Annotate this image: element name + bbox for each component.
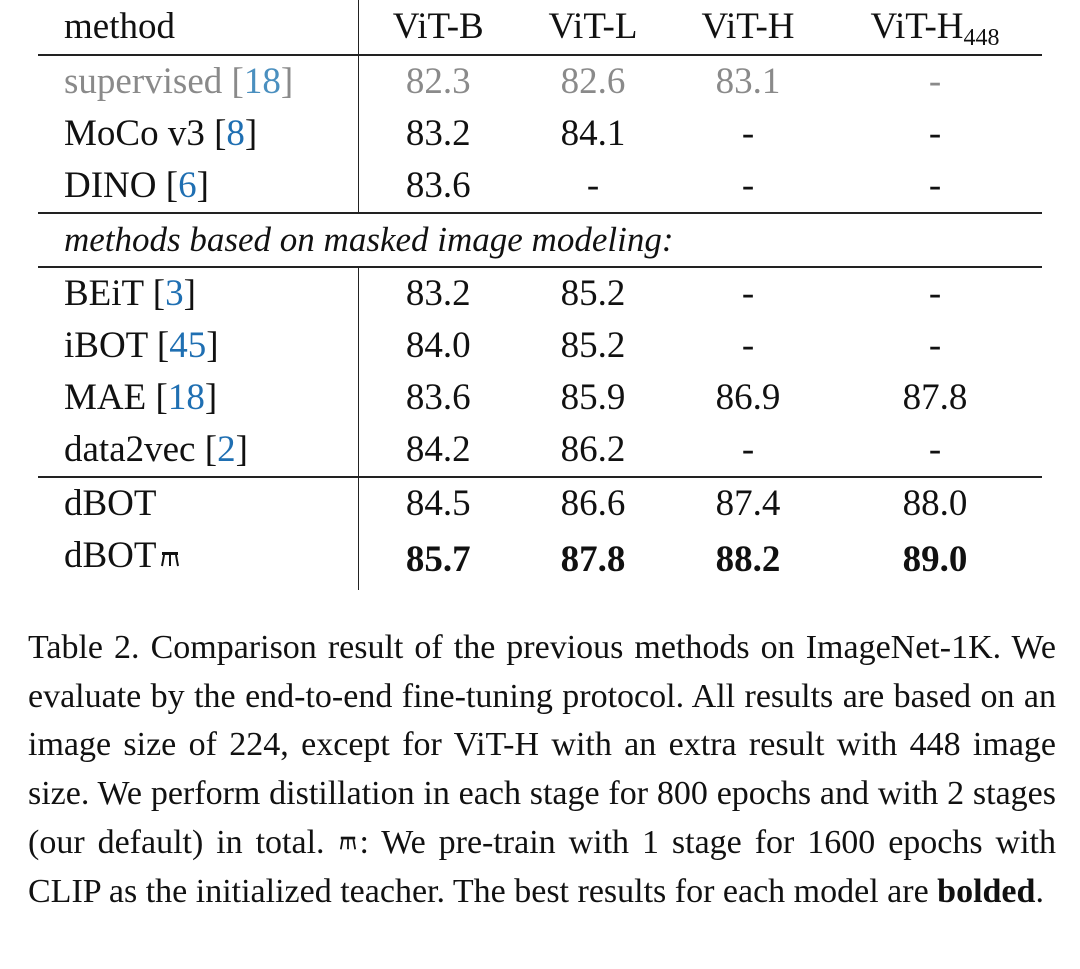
- method-name: dBOT: [38, 477, 359, 530]
- table-row: BEiT [3] 83.2 85.2 - -: [38, 267, 1042, 320]
- value-cell: 83.1: [715, 61, 781, 102]
- value-cell: -: [668, 424, 828, 478]
- citation-link[interactable]: 18: [243, 61, 281, 102]
- table-row: dBOT 85.7 87.8 88.2 89.0: [38, 530, 1042, 590]
- method-name: iBOT: [64, 325, 157, 366]
- flask-icon: [160, 532, 180, 584]
- citation-link[interactable]: 3: [165, 273, 184, 314]
- method-name: MAE: [64, 377, 156, 418]
- value-cell: 86.9: [715, 377, 781, 418]
- value-cell-best: 87.8: [560, 539, 626, 580]
- header-vit-h: ViT-H: [668, 0, 828, 56]
- table-row: DINO [6] 83.6 - - -: [38, 160, 1042, 214]
- value-cell: 84.1: [560, 113, 626, 154]
- method-name: BEiT: [64, 273, 153, 314]
- method-name: DINO: [64, 165, 166, 206]
- value-cell: 82.3: [405, 61, 471, 102]
- table-row: iBOT [45] 84.0 85.2 - -: [38, 320, 1042, 372]
- value-cell: 84.5: [405, 483, 471, 524]
- citation-link[interactable]: 45: [169, 325, 207, 366]
- value-cell: -: [928, 325, 942, 366]
- value-cell: 87.4: [715, 483, 781, 524]
- caption-bold-word: bolded: [937, 872, 1036, 910]
- caption-text-1: Table 2. Comparison result of the previo…: [28, 629, 1056, 861]
- method-name: dBOT: [64, 535, 157, 576]
- results-table-container: method ViT-B ViT-L ViT-H ViT-H448 superv…: [38, 0, 1042, 590]
- table-row: MoCo v3 [8] 83.2 84.1 - -: [38, 108, 1042, 160]
- table-header-row: method ViT-B ViT-L ViT-H ViT-H448: [38, 0, 1042, 56]
- value-cell: -: [928, 113, 942, 154]
- value-cell: -: [741, 113, 755, 154]
- value-cell: 88.0: [902, 483, 968, 524]
- method-name: MoCo v3: [64, 113, 215, 154]
- citation-link[interactable]: 18: [167, 377, 205, 418]
- value-cell-best: 89.0: [902, 539, 968, 580]
- value-cell: -: [741, 325, 755, 366]
- method-name: data2vec: [64, 429, 205, 470]
- header-vit-l: ViT-L: [518, 0, 668, 56]
- value-cell: 87.8: [902, 377, 968, 418]
- value-cell: 82.6: [560, 61, 626, 102]
- flask-icon: [339, 818, 357, 867]
- table-row: supervised [18] 82.3 82.6 83.1 -: [38, 55, 1042, 108]
- value-cell-best: 88.2: [715, 539, 781, 580]
- value-cell: -: [828, 424, 1042, 478]
- value-cell: -: [741, 273, 755, 314]
- header-vit-h448-subscript: 448: [963, 25, 1000, 51]
- value-cell: 85.2: [560, 325, 626, 366]
- caption-end: .: [1035, 872, 1044, 910]
- value-cell: 84.0: [405, 325, 471, 366]
- value-cell: -: [828, 160, 1042, 214]
- value-cell: 85.2: [560, 273, 626, 314]
- value-cell: 83.2: [405, 113, 471, 154]
- value-cell: -: [668, 160, 828, 214]
- table-row: data2vec [2] 84.2 86.2 - -: [38, 424, 1042, 478]
- value-cell: 86.6: [560, 483, 626, 524]
- value-cell: -: [928, 273, 942, 314]
- section-label: methods based on masked image modeling:: [38, 213, 1042, 268]
- header-method: method: [38, 0, 359, 56]
- value-cell: 83.6: [405, 377, 471, 418]
- table-caption: Table 2. Comparison result of the previo…: [28, 624, 1056, 916]
- value-cell-best: 85.7: [405, 539, 471, 580]
- caption-text-2: : We pre-train with 1 stage for 1600 epo…: [28, 824, 1056, 910]
- value-cell: 85.9: [560, 377, 626, 418]
- results-table: method ViT-B ViT-L ViT-H ViT-H448 superv…: [38, 0, 1042, 590]
- header-vit-b: ViT-B: [358, 0, 518, 56]
- value-cell: 86.2: [518, 424, 668, 478]
- value-cell: 83.2: [405, 273, 471, 314]
- method-name: supervised: [64, 61, 232, 102]
- value-cell: -: [518, 160, 668, 214]
- citation-link[interactable]: 8: [226, 113, 245, 154]
- header-vit-h448: ViT-H448: [828, 0, 1042, 56]
- table-row: dBOT 84.5 86.6 87.4 88.0: [38, 477, 1042, 530]
- value-cell: 83.6: [358, 160, 518, 214]
- header-vit-h448-label: ViT-H: [870, 6, 964, 47]
- table-row: MAE [18] 83.6 85.9 86.9 87.8: [38, 372, 1042, 424]
- section-header-row: methods based on masked image modeling:: [38, 213, 1042, 268]
- value-cell: 84.2: [358, 424, 518, 478]
- citation-link[interactable]: 6: [178, 165, 197, 206]
- citation-link[interactable]: 2: [217, 429, 236, 470]
- value-cell: -: [928, 61, 942, 102]
